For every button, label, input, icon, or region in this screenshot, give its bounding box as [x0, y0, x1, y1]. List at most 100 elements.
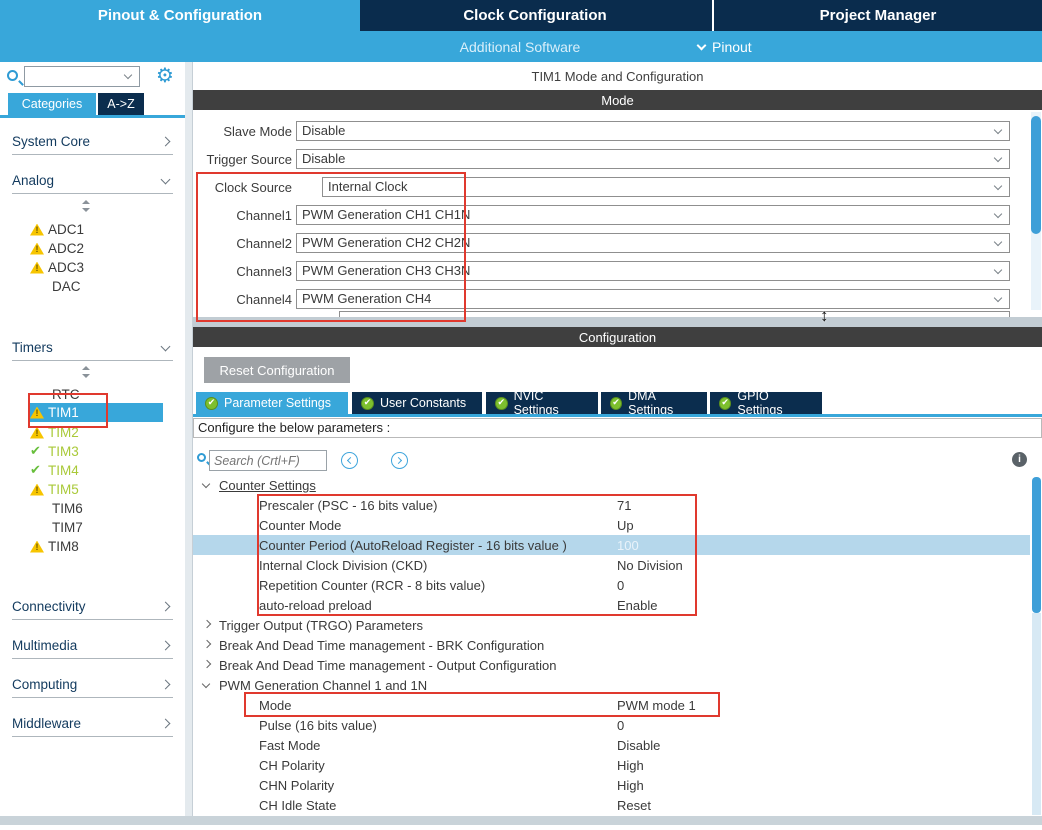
channel2-dropdown[interactable]: PWM Generation CH2 CH2N [296, 233, 1010, 253]
param-value[interactable]: Up [617, 518, 634, 533]
sidebar-section-connectivity[interactable]: Connectivity [12, 594, 173, 620]
sidebar-section-middleware[interactable]: Middleware [12, 711, 173, 737]
info-icon[interactable]: i [1012, 452, 1027, 467]
tab-user-constants[interactable]: ✔ User Constants [352, 392, 482, 414]
tree-group-trigger-output[interactable]: Trigger Output (TRGO) Parameters [193, 615, 1030, 635]
sidebar-item-tim4[interactable]: ✔ TIM4 [30, 461, 163, 480]
sidebar-section-system-core[interactable]: System Core [12, 129, 173, 155]
sidebar-section-timers[interactable]: Timers [12, 335, 173, 361]
group-label: Counter Settings [219, 478, 316, 493]
param-value[interactable]: High [617, 778, 644, 793]
sidebar-tab-a-to-z[interactable]: A->Z [98, 93, 144, 115]
tree-group-counter-settings[interactable]: Counter Settings [193, 475, 1030, 495]
config-scrollbar-thumb[interactable] [1032, 477, 1041, 613]
param-row-counter-mode[interactable]: Counter Mode Up [193, 515, 1030, 535]
chevron-left-icon [346, 456, 355, 465]
tab-clock-configuration[interactable]: Clock Configuration [360, 0, 710, 31]
sidebar-section-multimedia[interactable]: Multimedia [12, 633, 173, 659]
sidebar-item-adc3[interactable]: ! ADC3 [30, 258, 163, 277]
nav-back-button[interactable] [341, 452, 358, 469]
mode-scrollbar-thumb[interactable] [1031, 116, 1041, 234]
param-row-ch-idle-state[interactable]: CH Idle State Reset [193, 795, 1030, 815]
tab-nvic-settings[interactable]: ✔ NVIC Settings [486, 389, 598, 417]
sidebar-section-analog[interactable]: Analog [12, 168, 173, 194]
param-value[interactable]: Enable [617, 598, 658, 613]
tab-pinout-configuration[interactable]: Pinout & Configuration [0, 0, 360, 31]
search-icon [197, 453, 206, 462]
tab-label: User Constants [380, 396, 467, 410]
channel1-dropdown[interactable]: PWM Generation CH1 CH1N [296, 205, 1010, 225]
param-row-prescaler[interactable]: Prescaler (PSC - 16 bits value) 71 [193, 495, 1030, 515]
sidebar-search-combobox[interactable] [24, 66, 140, 87]
channel4-dropdown[interactable]: PWM Generation CH4 [296, 289, 1010, 309]
param-value[interactable]: 0 [617, 718, 625, 733]
channel3-dropdown[interactable]: PWM Generation CH3 CH3N [296, 261, 1010, 281]
sidebar-item-tim3[interactable]: ✔ TIM3 [30, 442, 163, 461]
param-label: Pulse (16 bits value) [259, 718, 377, 733]
sidebar-item-rtc[interactable]: RTC [30, 385, 163, 404]
param-value[interactable]: 100 [617, 538, 639, 553]
scroll-spinner[interactable] [80, 200, 92, 212]
sidebar-item-tim5[interactable]: ! TIM5 [30, 480, 163, 499]
param-row-ch-polarity[interactable]: CH Polarity High [193, 755, 1030, 775]
tree-group-pwm-generation-channel1[interactable]: PWM Generation Channel 1 and 1N [193, 675, 1030, 695]
tree-group-break-dead-time-brk[interactable]: Break And Dead Time management - BRK Con… [193, 635, 1030, 655]
param-label: Mode [259, 698, 292, 713]
param-row-counter-period[interactable]: Counter Period (AutoReload Register - 16… [193, 535, 1030, 555]
nav-forward-button[interactable] [391, 452, 408, 469]
field-label: Channel1 [236, 207, 292, 223]
clock-source-dropdown[interactable]: Internal Clock [322, 177, 1010, 197]
warning-icon: ! [30, 406, 44, 419]
slave-mode-dropdown[interactable]: Disable [296, 121, 1010, 141]
sidebar-item-adc1[interactable]: ! ADC1 [30, 220, 163, 239]
mode-row-channel2: Channel2 PWM Generation CH2 CH2N [200, 233, 1010, 253]
mode-row-clock-source: Clock Source Internal Clock [200, 177, 1010, 197]
trigger-source-dropdown[interactable]: Disable [296, 149, 1010, 169]
warning-icon: ! [30, 426, 44, 439]
chevron-down-icon [993, 265, 1003, 275]
param-label: Internal Clock Division (CKD) [259, 558, 428, 573]
param-value[interactable]: Reset [617, 798, 651, 813]
param-value[interactable]: 71 [617, 498, 632, 513]
param-row-fast-mode[interactable]: Fast Mode Disable [193, 735, 1030, 755]
item-label: RTC [52, 387, 80, 402]
param-row-pwm-mode[interactable]: Mode PWM mode 1 [193, 695, 1030, 715]
scroll-spinner[interactable] [80, 366, 92, 378]
item-label: ADC2 [48, 241, 85, 256]
config-scrollbar-track[interactable] [1032, 613, 1041, 815]
warning-icon: ! [30, 483, 44, 496]
tree-group-break-dead-time-output[interactable]: Break And Dead Time management - Output … [193, 655, 1030, 675]
tab-project-manager[interactable]: Project Manager [712, 0, 1042, 31]
param-label: Counter Mode [259, 518, 342, 533]
sidebar-item-tim8[interactable]: ! TIM8 [30, 537, 163, 556]
param-row-internal-clock-division[interactable]: Internal Clock Division (CKD) No Divisio… [193, 555, 1030, 575]
param-value[interactable]: High [617, 758, 644, 773]
sidebar-item-tim1[interactable]: ! TIM1 [30, 403, 163, 422]
parameter-search-input[interactable] [209, 450, 327, 471]
sidebar-item-tim6[interactable]: TIM6 [30, 499, 163, 518]
sidebar-item-adc2[interactable]: ! ADC2 [30, 239, 163, 258]
reset-configuration-button[interactable]: Reset Configuration [204, 357, 350, 383]
param-value[interactable]: PWM mode 1 [617, 698, 696, 713]
sidebar-item-tim7[interactable]: TIM7 [30, 518, 163, 537]
sidebar-section-computing[interactable]: Computing [12, 672, 173, 698]
tab-additional-software[interactable]: Additional Software [370, 31, 670, 62]
sidebar-tab-categories[interactable]: Categories [8, 93, 96, 115]
param-row-repetition-counter[interactable]: Repetition Counter (RCR - 8 bits value) … [193, 575, 1030, 595]
param-value[interactable]: 0 [617, 578, 625, 593]
gear-icon[interactable]: ⚙ [156, 65, 174, 87]
tab-parameter-settings[interactable]: ✔ Parameter Settings [196, 392, 348, 414]
param-value[interactable]: No Division [617, 558, 683, 573]
param-value[interactable]: Disable [617, 738, 661, 753]
param-row-pulse[interactable]: Pulse (16 bits value) 0 [193, 715, 1030, 735]
item-label: TIM5 [48, 482, 79, 497]
param-row-auto-reload-preload[interactable]: auto-reload preload Enable [193, 595, 1030, 615]
chevron-right-icon [202, 619, 212, 629]
tab-label: A->Z [107, 97, 135, 111]
tab-dma-settings[interactable]: ✔ DMA Settings [601, 389, 707, 417]
param-row-chn-polarity[interactable]: CHN Polarity High [193, 775, 1030, 795]
sidebar-item-dac[interactable]: DAC [30, 277, 163, 296]
sidebar-item-tim2[interactable]: ! TIM2 [30, 423, 163, 442]
pinout-menu[interactable]: Pinout [696, 31, 752, 62]
tab-gpio-settings[interactable]: ✔ GPIO Settings [710, 389, 822, 417]
